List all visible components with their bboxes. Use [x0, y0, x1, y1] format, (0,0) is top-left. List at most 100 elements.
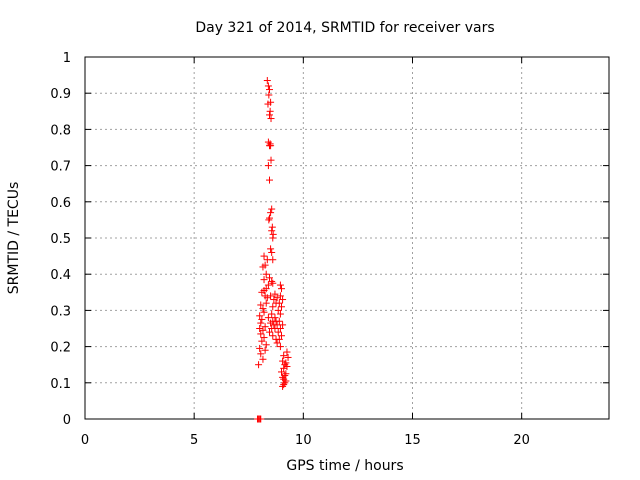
y-tick-label: 1: [63, 51, 71, 66]
data-point: [271, 314, 279, 322]
data-point: [261, 323, 269, 331]
data-point: [264, 314, 272, 322]
data-point: [268, 227, 276, 235]
data-point: [268, 277, 276, 285]
data-point: [276, 292, 284, 300]
data-point: [265, 216, 273, 224]
x-tick-label: 20: [513, 433, 530, 448]
data-point: [271, 290, 279, 298]
data-point: [264, 82, 272, 90]
data-points: [253, 77, 292, 423]
data-point: [268, 310, 276, 318]
y-tick-label: 0.5: [50, 232, 71, 247]
y-tick-label: 0.2: [50, 341, 71, 356]
y-tick-label: 0.7: [50, 160, 71, 175]
data-point: [284, 353, 292, 361]
data-point: [278, 332, 285, 340]
data-point: [264, 162, 272, 170]
x-axis-label: GPS time / hours: [286, 458, 403, 474]
data-point: [280, 381, 288, 389]
data-point: [279, 382, 287, 390]
data-point: [276, 310, 284, 318]
data-point: [282, 377, 290, 385]
data-point: [266, 107, 274, 115]
data-point: [281, 379, 289, 387]
data-point: [262, 270, 270, 278]
data-point: [282, 359, 290, 367]
data-point: [258, 337, 266, 345]
data-point: [283, 348, 291, 356]
data-point: [274, 328, 282, 336]
data-point: [269, 332, 277, 340]
data-point: [260, 308, 268, 316]
data-point: [268, 223, 276, 231]
data-point: [267, 292, 275, 300]
data-point: [274, 306, 282, 314]
data-point: [260, 334, 268, 342]
y-tick-label: 0.1: [50, 377, 71, 392]
data-point: [268, 205, 276, 213]
data-point: [269, 303, 277, 311]
data-point: [283, 363, 291, 371]
data-point: [256, 325, 264, 332]
data-point: [279, 373, 287, 381]
x-tick-label: 0: [81, 433, 89, 448]
data-point: [262, 299, 270, 307]
data-point: [265, 91, 273, 99]
data-point: [264, 100, 272, 108]
data-point: [259, 305, 267, 313]
data-point: [265, 214, 273, 222]
data-point: [282, 370, 290, 378]
data-point: [258, 315, 266, 323]
data-point: [257, 301, 265, 309]
data-point: [260, 252, 268, 260]
chart-title: Day 321 of 2014, SRMTID for receiver var…: [195, 20, 494, 36]
data-point: [278, 303, 285, 311]
data-point: [275, 335, 283, 343]
data-point: [261, 346, 269, 354]
grid: [85, 57, 609, 419]
data-point: [273, 294, 281, 302]
data-point: [265, 176, 273, 184]
data-point: [259, 263, 267, 271]
data-point: [276, 325, 284, 332]
data-point: [259, 326, 267, 334]
data-point: [265, 86, 273, 94]
y-tick-label: 0: [63, 413, 71, 428]
data-point: [279, 357, 287, 365]
data-point: [257, 350, 265, 358]
data-point: [278, 368, 285, 376]
data-point: [264, 138, 272, 146]
y-tick-label: 0.8: [50, 123, 71, 138]
data-point: [280, 352, 288, 360]
data-point: [275, 299, 283, 307]
data-point: [257, 415, 265, 423]
data-point: [267, 209, 275, 217]
data-point: [276, 343, 284, 351]
data-point: [265, 274, 273, 282]
data-point: [257, 319, 265, 327]
data-point: [263, 294, 271, 302]
data-point: [269, 234, 277, 242]
data-point: [269, 256, 277, 264]
data-point: [268, 248, 276, 256]
data-point: [267, 115, 275, 123]
data-point: [259, 355, 267, 363]
y-tick-label: 0.3: [50, 304, 71, 319]
data-point: [273, 339, 281, 347]
data-point: [267, 245, 275, 253]
x-tick-label: 15: [404, 433, 421, 448]
data-point: [279, 296, 287, 304]
data-point: [256, 312, 264, 320]
y-tick-label: 0.4: [50, 268, 71, 283]
y-axis-label: SRMTID / TECUs: [6, 182, 22, 295]
data-point: [270, 296, 278, 304]
data-point: [256, 344, 264, 352]
data-point: [267, 319, 275, 327]
data-point: [276, 281, 284, 289]
data-point: [255, 361, 263, 369]
data-point: [275, 317, 283, 325]
data-point: [265, 111, 273, 119]
y-tick-label: 0.6: [50, 196, 71, 211]
